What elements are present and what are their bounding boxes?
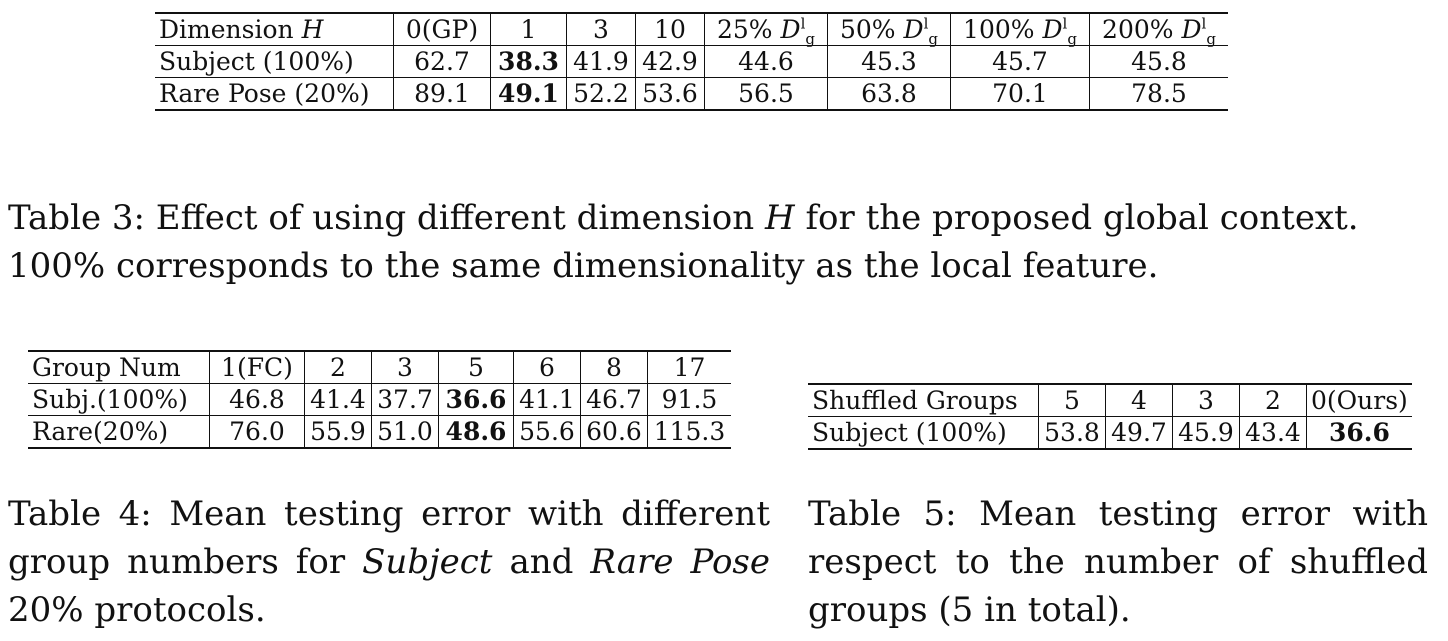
table-cell: 51.0 — [371, 415, 439, 448]
table-4-header-group-num: Group Num — [28, 351, 210, 384]
table-cell: 70.1 — [950, 77, 1090, 110]
table-4-header-col: 8 — [580, 351, 648, 384]
table-3-header-col: 10 — [635, 13, 705, 46]
table-cell: 49.7 — [1105, 416, 1173, 449]
table-4-header-col: 2 — [304, 351, 372, 384]
table-4-header-col: 17 — [647, 351, 731, 384]
table-row: Subject (100%) 53.8 49.7 45.9 43.4 36.6 — [808, 416, 1412, 449]
table-3-header-col: 3 — [566, 13, 636, 46]
table-3: Dimension H 0(GP) 1 3 10 25% Dlg 50% Dlg… — [155, 12, 1228, 111]
table-4-header-col: 6 — [513, 351, 581, 384]
table-4-header-col: 5 — [438, 351, 514, 384]
table-cell: 89.1 — [393, 77, 491, 110]
table-row: Rare Pose (20%) 89.1 49.1 52.2 53.6 56.5… — [155, 77, 1228, 110]
table-cell: 56.5 — [704, 77, 828, 110]
table-3-header-col: 25% Dlg — [704, 13, 828, 47]
table-5-header-col: 5 — [1038, 384, 1106, 417]
table-5-header-shuffled-groups: Shuffled Groups — [808, 384, 1039, 417]
table-cell: 63.8 — [827, 77, 951, 110]
table-cell: 41.9 — [566, 45, 636, 78]
table-5: Shuffled Groups 5 4 3 2 0(Ours) Subject … — [808, 383, 1412, 450]
table-cell: 41.4 — [304, 383, 372, 416]
table-4: Group Num 1(FC) 2 3 5 6 8 17 Subj.(100%)… — [28, 350, 731, 449]
table-cell: 45.8 — [1089, 45, 1228, 78]
table-row: Subject (100%) 62.7 38.3 41.9 42.9 44.6 … — [155, 45, 1228, 78]
table-cell: 46.8 — [209, 383, 305, 416]
table-cell: 55.6 — [513, 415, 581, 448]
table-row: Subj.(100%) 46.8 41.4 37.7 36.6 41.1 46.… — [28, 383, 731, 416]
table-cell: 52.2 — [566, 77, 636, 110]
table-cell-best: 38.3 — [490, 45, 567, 78]
table-5-caption: Table 5: Mean testing error with respect… — [808, 494, 1428, 630]
table-3-header-col: 50% Dlg — [827, 13, 951, 47]
table-5-header-col: 0(Ours) — [1305, 384, 1412, 417]
table-4-header-col: 1(FC) — [209, 351, 305, 384]
table-cell: 41.1 — [513, 383, 581, 416]
table-5-header-col: 3 — [1172, 384, 1240, 417]
table-5-header-row: Shuffled Groups 5 4 3 2 0(Ours) — [808, 384, 1412, 417]
table-3-header-col: 0(GP) — [393, 13, 491, 46]
table-3-header-row: Dimension H 0(GP) 1 3 10 25% Dlg 50% Dlg… — [155, 13, 1228, 47]
table-cell: 45.9 — [1172, 416, 1240, 449]
table-cell: 78.5 — [1089, 77, 1228, 110]
table-cell: 44.6 — [704, 45, 828, 78]
table-cell-best: 48.6 — [438, 415, 514, 448]
table-5-header-col: 2 — [1239, 384, 1307, 417]
row-label: Subj.(100%) — [28, 383, 210, 416]
table-cell: 43.4 — [1239, 416, 1307, 449]
row-label: Subject (100%) — [155, 45, 394, 78]
table-cell: 91.5 — [647, 383, 731, 416]
table-4-header-col: 3 — [371, 351, 439, 384]
table-cell: 45.3 — [827, 45, 951, 78]
table-cell-best: 36.6 — [438, 383, 514, 416]
table-cell: 46.7 — [580, 383, 648, 416]
table-3-header-col: 1 — [490, 13, 567, 46]
table-3-header-col: 200% Dlg — [1089, 13, 1228, 47]
table-3-caption: Table 3: Effect of using different dimen… — [8, 198, 1359, 286]
table-3-header-col: 100% Dlg — [950, 13, 1090, 47]
table-4-caption: Table 4: Mean testing error with differe… — [8, 494, 770, 630]
table-4-header-row: Group Num 1(FC) 2 3 5 6 8 17 — [28, 351, 731, 384]
table-cell: 42.9 — [635, 45, 705, 78]
table-cell: 60.6 — [580, 415, 648, 448]
table-cell: 115.3 — [647, 415, 731, 448]
table-cell: 37.7 — [371, 383, 439, 416]
table-5-header-col: 4 — [1105, 384, 1173, 417]
table-cell: 53.6 — [635, 77, 705, 110]
table-row: Rare(20%) 76.0 55.9 51.0 48.6 55.6 60.6 … — [28, 415, 731, 448]
row-label: Rare Pose (20%) — [155, 77, 394, 110]
row-label: Subject (100%) — [808, 416, 1039, 449]
table-3-header-dimension: Dimension H — [155, 13, 394, 46]
table-cell: 62.7 — [393, 45, 491, 78]
table-cell-best: 49.1 — [490, 77, 567, 110]
table-cell: 55.9 — [304, 415, 372, 448]
table-cell: 76.0 — [209, 415, 305, 448]
table-cell-best: 36.6 — [1305, 416, 1412, 449]
row-label: Rare(20%) — [28, 415, 210, 448]
table-cell: 45.7 — [950, 45, 1090, 78]
table-cell: 53.8 — [1038, 416, 1106, 449]
